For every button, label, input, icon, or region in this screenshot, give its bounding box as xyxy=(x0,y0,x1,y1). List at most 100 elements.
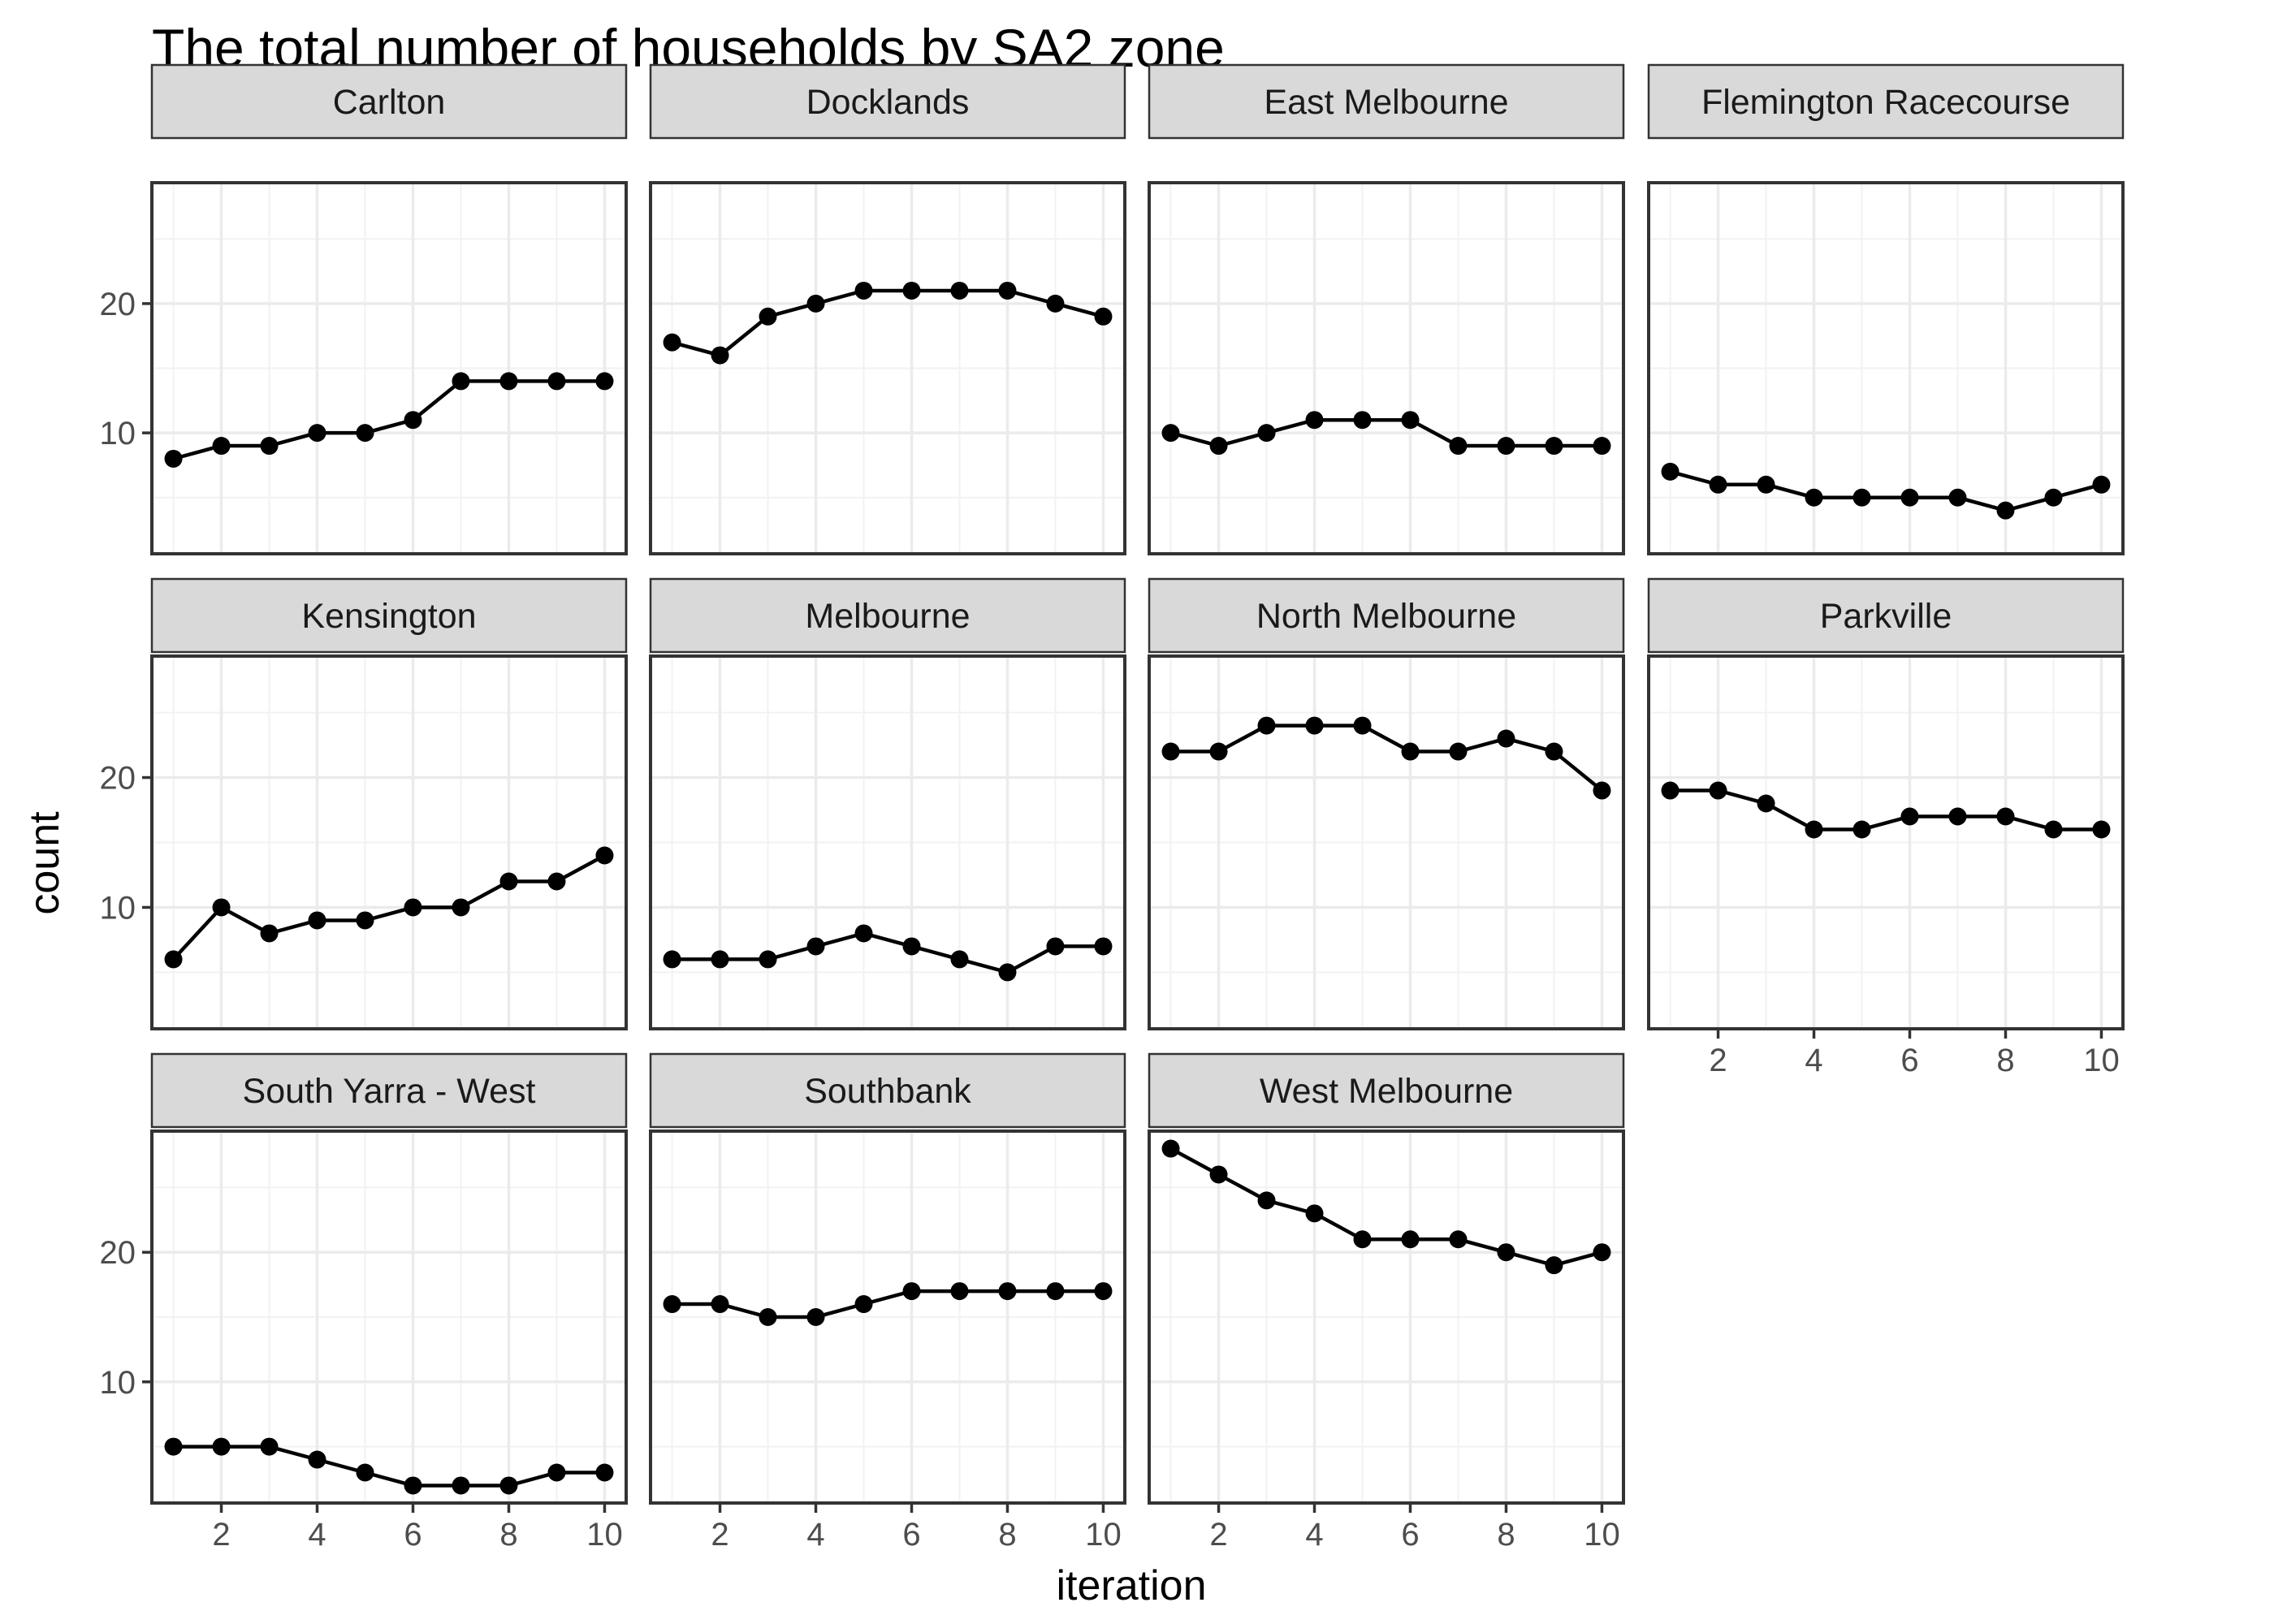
data-point xyxy=(1545,742,1563,761)
data-point xyxy=(404,411,422,430)
facet-strip xyxy=(649,1052,1126,1129)
facet-strip-label: Flemington Racecourse xyxy=(1701,83,2070,122)
data-point xyxy=(595,1463,614,1482)
data-point xyxy=(1305,1204,1324,1223)
x-tick-label: 6 xyxy=(1900,1043,1918,1078)
data-point xyxy=(1757,475,1775,494)
data-point xyxy=(1497,729,1515,748)
data-point xyxy=(212,437,231,456)
series-line xyxy=(1169,417,1602,448)
facet-strip xyxy=(1647,577,2125,654)
data-point xyxy=(164,449,183,468)
data-point xyxy=(1046,1282,1065,1301)
facet-strip-label: East Melbourne xyxy=(1264,83,1508,122)
facet-strip-label: South Yarra - West xyxy=(243,1072,536,1111)
facet-strip-label: Docklands xyxy=(806,83,970,122)
facet-strip xyxy=(1647,63,2125,140)
facet-panel: South Yarra - West 10 20 2 4 6 8 10 xyxy=(100,1052,628,1553)
data-point xyxy=(1353,716,1372,735)
data-point xyxy=(1401,1230,1420,1249)
y-tick-label: 10 xyxy=(100,416,136,451)
facet-strip xyxy=(1148,63,1625,140)
data-point xyxy=(547,872,566,891)
data-point xyxy=(854,924,873,943)
data-point xyxy=(1805,488,1823,507)
x-tick-label: 4 xyxy=(1305,1517,1323,1553)
panel-border xyxy=(1647,654,2125,1030)
y-tick-label: 20 xyxy=(100,761,136,797)
data-point xyxy=(1709,781,1727,800)
series-line xyxy=(1670,788,2102,831)
series-line xyxy=(1669,469,2103,513)
x-tick-label: 8 xyxy=(1497,1517,1515,1553)
data-point xyxy=(806,1308,825,1326)
facet-strip xyxy=(649,577,1126,654)
data-point xyxy=(1593,437,1611,456)
panel-border xyxy=(150,654,628,1030)
data-point xyxy=(1449,437,1468,456)
data-point xyxy=(1257,1191,1276,1210)
data-point xyxy=(1948,488,1967,507)
data-point xyxy=(1094,937,1113,956)
facet-panel: North Melbourne xyxy=(1148,577,1625,1030)
data-point xyxy=(547,372,566,391)
data-point xyxy=(212,898,231,917)
facet-panels: Carlton 10 20 Docklands East Melbourne Flemin… xyxy=(100,63,2125,1553)
x-tick-label: 2 xyxy=(212,1517,230,1553)
data-point xyxy=(902,281,921,300)
data-point xyxy=(212,1437,231,1456)
facet-strip-label: Melbourne xyxy=(805,597,970,636)
data-point xyxy=(260,924,279,943)
facet-panel: Flemington Racecourse xyxy=(1647,63,2125,555)
x-tick-label: 4 xyxy=(308,1517,326,1553)
data-point xyxy=(1996,807,2015,826)
data-point xyxy=(950,281,969,300)
data-point xyxy=(663,1295,681,1314)
data-point xyxy=(452,372,470,391)
data-point xyxy=(452,1476,470,1495)
data-point xyxy=(1353,411,1372,430)
facet-strip-label: Parkville xyxy=(1820,597,1952,636)
data-point xyxy=(404,898,422,917)
facet-strip xyxy=(150,63,628,140)
data-point xyxy=(1545,437,1563,456)
data-point xyxy=(164,1437,183,1456)
facet-strip xyxy=(649,63,1126,140)
facet-strip-label: North Melbourne xyxy=(1256,597,1516,636)
data-point xyxy=(1545,1256,1563,1275)
facet-strip xyxy=(1148,577,1625,654)
data-point xyxy=(1948,807,1967,826)
data-point xyxy=(1757,794,1775,813)
data-point xyxy=(759,1308,777,1326)
data-point xyxy=(499,372,518,391)
panel-border xyxy=(1148,181,1625,555)
data-point xyxy=(759,307,777,326)
data-point xyxy=(2092,820,2111,839)
y-tick-label: 20 xyxy=(100,287,136,322)
data-point xyxy=(308,911,326,930)
data-point xyxy=(2044,820,2063,839)
series-line xyxy=(1169,1147,1603,1268)
data-point xyxy=(595,846,614,865)
data-point xyxy=(1900,807,1919,826)
series-line xyxy=(672,1289,1104,1320)
data-point xyxy=(711,950,729,969)
x-tick-label: 2 xyxy=(1709,1043,1727,1078)
facet-strip xyxy=(150,1052,628,1129)
data-point xyxy=(1593,781,1611,800)
data-point xyxy=(902,937,921,956)
facet-strip-label: Carlton xyxy=(333,83,446,122)
data-point xyxy=(1709,475,1727,494)
x-tick-label: 4 xyxy=(806,1517,824,1553)
data-point xyxy=(1996,501,2015,520)
panel-border xyxy=(1148,654,1625,1030)
data-point xyxy=(854,281,873,300)
data-point xyxy=(308,424,326,443)
facet-panel: Docklands xyxy=(649,63,1126,555)
data-point xyxy=(663,333,681,352)
data-point xyxy=(1497,1243,1515,1262)
panel-border xyxy=(649,181,1126,555)
data-point xyxy=(356,1463,374,1482)
data-point xyxy=(1094,1282,1113,1301)
y-axis-title: count xyxy=(21,811,68,915)
